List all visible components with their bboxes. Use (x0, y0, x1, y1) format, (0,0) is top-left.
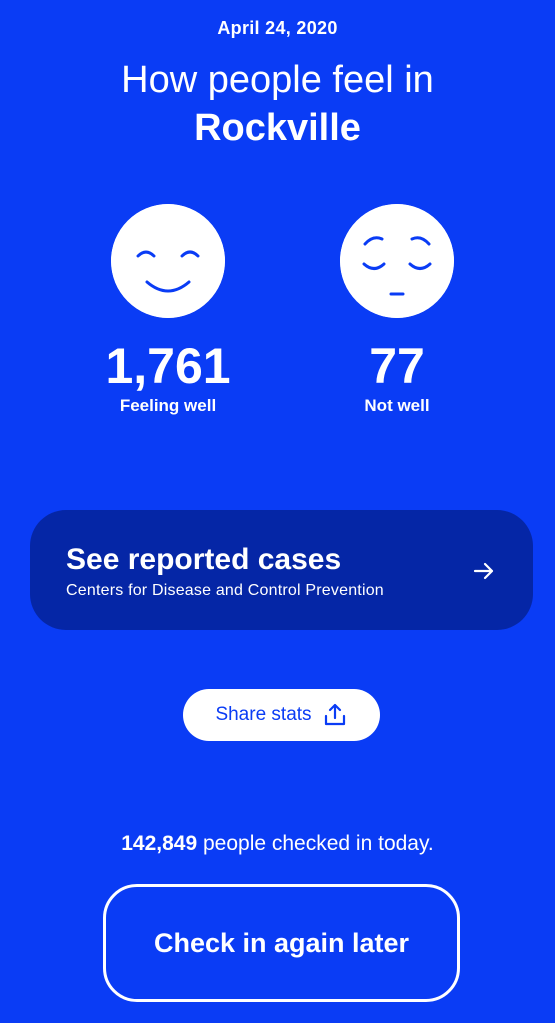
smiling-face-icon (111, 204, 225, 318)
share-stats-label: Share stats (215, 704, 312, 725)
share-stats-button[interactable]: Share stats (183, 689, 380, 741)
not-well-label: Not well (364, 396, 430, 415)
feeling-well-stat: 1,761 Feeling well (68, 204, 268, 416)
city-name: Rockville (194, 107, 361, 149)
sad-face-icon (340, 204, 454, 318)
feeling-well-label: Feeling well (119, 396, 217, 415)
see-reported-cases-button[interactable]: See reported cases Centers for Disease a… (30, 510, 533, 630)
check-in-again-later-button[interactable]: Check in again later (103, 884, 460, 1002)
headline-prefix: How people feel in (121, 59, 434, 101)
not-well-count: 77 (369, 338, 425, 394)
checked-in-count: 142,849 (121, 832, 198, 855)
date-label: April 24, 2020 (217, 18, 338, 38)
not-well-stat: 77 Not well (297, 204, 497, 416)
page-title: How people feel in Rockville (0, 56, 555, 152)
feeling-well-count: 1,761 (105, 338, 231, 394)
cases-card-subtitle: Centers for Disease and Control Preventi… (66, 582, 384, 599)
checked-in-summary: 142,849 people checked in today. (0, 832, 555, 856)
arrow-right-icon (473, 562, 494, 580)
share-icon (324, 703, 345, 726)
cases-card-title: See reported cases (66, 543, 342, 576)
checked-in-text: people checked in today. (202, 832, 434, 855)
